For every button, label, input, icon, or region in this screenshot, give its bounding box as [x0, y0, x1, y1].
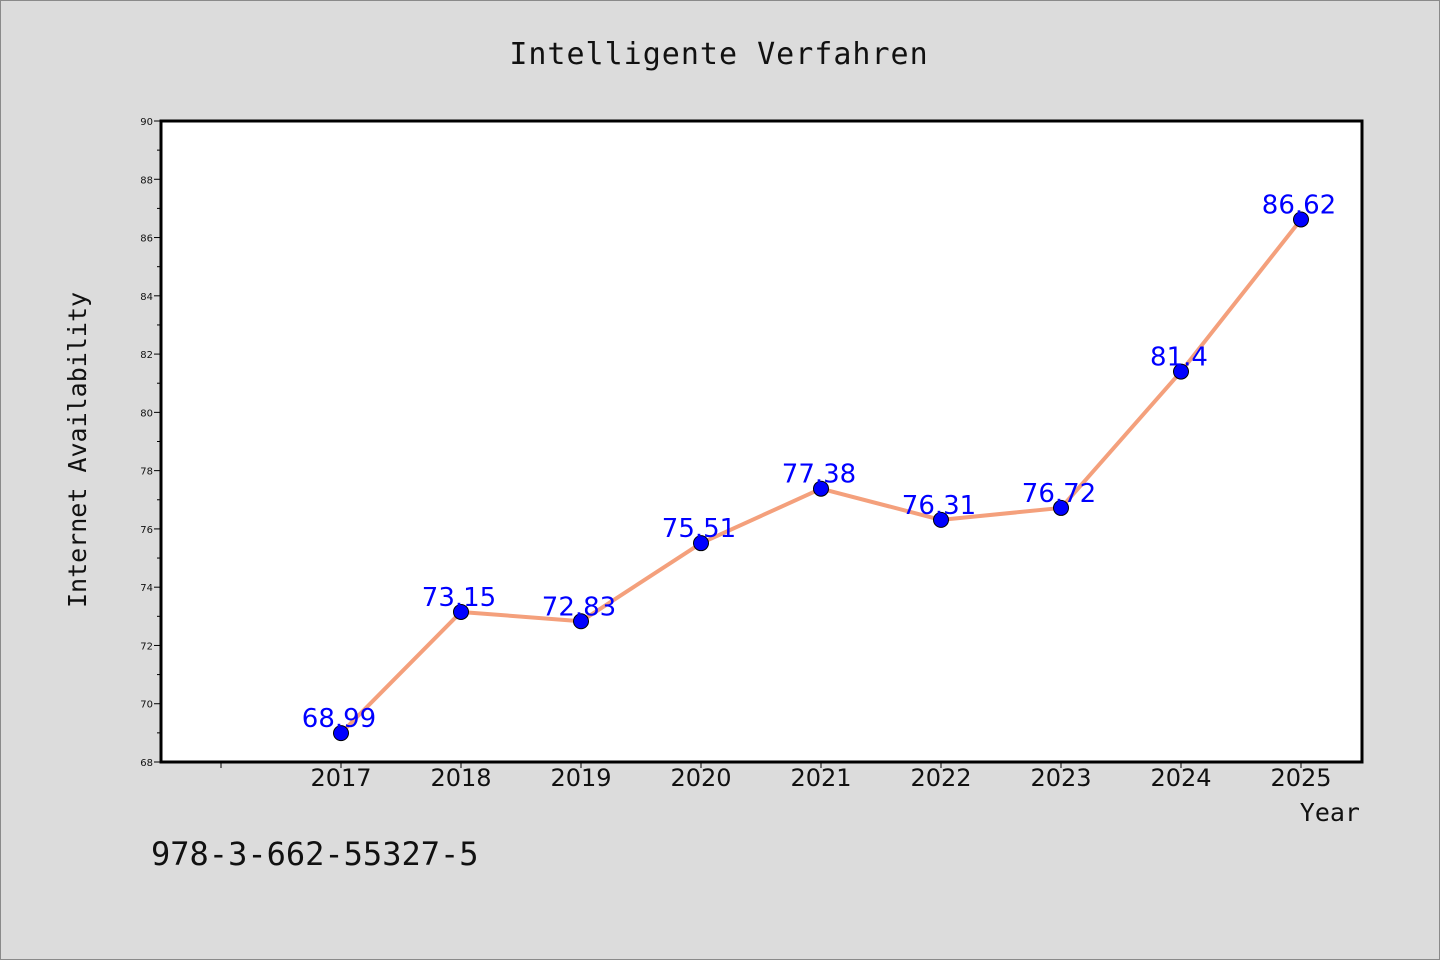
data-value-label: 86.62: [1262, 190, 1336, 220]
y-tick-label: 88: [140, 175, 153, 186]
data-point-marker: [333, 725, 349, 742]
data-value-label: 72.83: [542, 592, 616, 622]
y-tick-label: 80: [140, 408, 153, 419]
x-tick-label: 2024: [1150, 764, 1211, 792]
x-tick-label: 2022: [910, 764, 971, 792]
data-value-label: 76.72: [1022, 479, 1096, 509]
x-tick-label: 2025: [1270, 764, 1331, 792]
y-tick-label: 76: [140, 525, 153, 536]
y-tick-label: 86: [140, 234, 153, 245]
series-layer: [333, 211, 1309, 742]
y-axis-label: Internet Availability: [63, 292, 92, 608]
data-labels: 68.99 73.15 72.83 75.51 77.38 76.31 76.72 81.4 8…: [302, 190, 1336, 734]
x-tick-label: 2018: [430, 764, 491, 792]
x-tick-label: 2021: [790, 764, 851, 792]
x-tick-label: 2023: [1030, 764, 1091, 792]
data-value-label: 68.99: [302, 704, 376, 734]
y-tick-label: 68: [140, 758, 153, 769]
y-tick-label: 70: [140, 700, 153, 711]
data-point-marker: [1293, 211, 1309, 228]
isbn-text: 978-3-662-55327-5: [151, 835, 479, 873]
data-point-marker: [573, 613, 589, 630]
plot-area: [159, 119, 1364, 764]
y-tick-label: 72: [140, 641, 153, 652]
data-point-marker: [1053, 499, 1069, 516]
y-axis-ticks: 68 70 72 74 76 78 80 82 84 86 88 90: [140, 117, 161, 769]
data-value-label: 77.38: [782, 460, 856, 490]
data-point-marker: [1173, 363, 1189, 380]
y-tick-label: 74: [140, 583, 153, 594]
y-tick-label: 82: [140, 350, 153, 361]
data-value-label: 81.4: [1150, 343, 1208, 373]
x-tick-label: 2019: [550, 764, 611, 792]
x-axis-label: Year: [1300, 798, 1360, 827]
data-point-marker: [813, 480, 829, 497]
data-value-label: 75.51: [662, 514, 736, 544]
data-value-label: 73.15: [422, 583, 496, 613]
data-point-marker: [453, 603, 469, 620]
y-tick-label: 90: [140, 117, 153, 128]
y-tick-label: 78: [140, 467, 153, 478]
chart-title: Intelligente Verfahren: [509, 37, 928, 72]
x-axis-ticks: 2017 2018 2019 2020 2021 2022 2023 2024 2025: [220, 762, 1332, 792]
y-tick-label: 84: [140, 292, 153, 303]
data-point-marker: [933, 511, 949, 528]
x-tick-label: 2020: [670, 764, 731, 792]
data-point-marker: [693, 535, 709, 552]
x-tick-label: 2017: [310, 764, 371, 792]
data-value-label: 76.31: [902, 491, 976, 521]
